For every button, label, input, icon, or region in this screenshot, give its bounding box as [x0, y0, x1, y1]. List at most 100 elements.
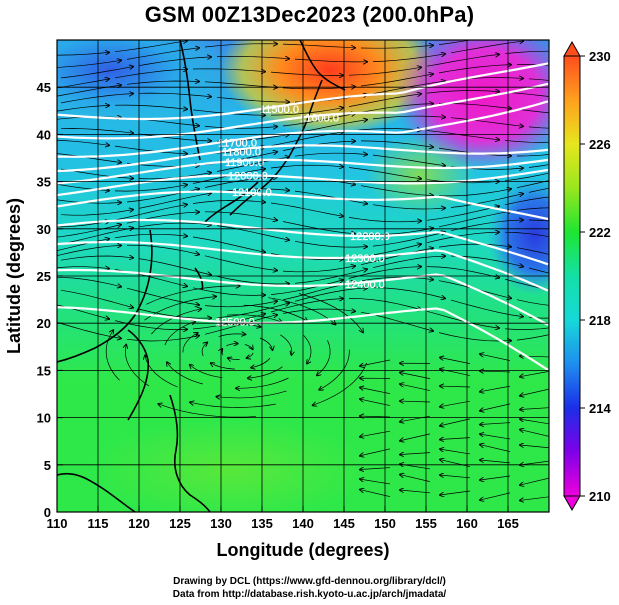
colorbar-lower-arrow [563, 495, 581, 512]
streamline-swirl [201, 343, 207, 356]
streamline [270, 165, 343, 168]
contour-label: 12500.0 [215, 316, 255, 328]
x-axis: 110 115 120 125 130 135 140 145 150 155 160 165 [47, 506, 519, 531]
streamline-easterly [480, 445, 511, 452]
streamline [426, 180, 499, 183]
y-axis-label: Latitude (degrees) [4, 198, 24, 354]
streamline [516, 334, 549, 341]
streamline [360, 277, 433, 281]
height-contour [57, 168, 549, 197]
streamline [426, 206, 499, 221]
streamline-easterly [440, 358, 471, 364]
streamline [528, 126, 549, 129]
streamline-swirl [151, 309, 201, 335]
streamline [270, 132, 343, 147]
streamline [360, 140, 433, 147]
streamline [505, 14, 577, 25]
y-tick-label: 40 [37, 127, 51, 142]
height-contour [57, 218, 549, 266]
streamline [138, 258, 211, 275]
plot-title: GSM 00Z13Dec2023 (200.0hPa) [144, 2, 475, 27]
streamline [517, 64, 549, 66]
streamline [57, 245, 121, 257]
streamline [270, 202, 343, 216]
streamline-easterly [480, 354, 511, 361]
streamline [138, 92, 211, 97]
streamline-swirl [317, 340, 331, 375]
streamline [114, 234, 187, 238]
x-tick-label: 160 [456, 516, 478, 531]
streamline-swirl [303, 335, 312, 363]
y-tick-label: 35 [37, 175, 51, 190]
streamline-easterly [520, 445, 549, 449]
streamline [270, 108, 343, 116]
streamline-swirl [319, 349, 350, 390]
streamline-swirl [190, 402, 276, 408]
streamline-easterly [520, 419, 549, 425]
streamline [450, 299, 523, 317]
streamline-easterly [440, 386, 471, 387]
x-tick-label: 165 [497, 516, 519, 531]
streamline-easterly [520, 408, 549, 410]
streamline [114, 205, 187, 221]
streamline-easterly [480, 460, 511, 464]
streamline [204, 44, 277, 48]
streamline-easterly [400, 490, 431, 494]
streamline [294, 190, 367, 204]
streamline [192, 236, 265, 252]
streamline-easterly [520, 460, 549, 465]
streamline-easterly [440, 460, 471, 467]
streamline [426, 232, 499, 244]
streamline [426, 130, 499, 140]
streamline [516, 207, 549, 211]
streamline-swirl [244, 344, 253, 350]
streamline [504, 172, 549, 182]
y-tick-label: 15 [37, 363, 51, 378]
credit-line-drawing: Drawing by DCL (https://www.gfd-dennou.o… [173, 576, 446, 587]
streamline-swirl [259, 337, 273, 350]
streamline [204, 255, 277, 271]
contour-label: 12100.0 [232, 187, 272, 199]
streamline [204, 211, 277, 220]
streamline [516, 154, 549, 157]
streamline [528, 267, 549, 274]
credit-line-data: Data from http://database.rish.kyoto-u.a… [172, 589, 447, 600]
streamline [60, 256, 133, 261]
coastline-china [57, 229, 153, 363]
streamline [450, 41, 523, 54]
streamline [57, 276, 121, 286]
streamline [60, 210, 133, 216]
coastline-vietnam [127, 329, 150, 421]
streamline-swirl [218, 334, 246, 337]
streamline-easterly [440, 438, 471, 440]
colorbar-tick-label: 214 [589, 401, 611, 416]
streamline-swirl [227, 314, 282, 322]
streamline-swirl [144, 297, 217, 321]
streamline [57, 60, 121, 68]
streamline-easterly [400, 475, 431, 482]
streamline [426, 91, 499, 94]
streamline [138, 223, 211, 227]
height-contour [57, 100, 549, 158]
streamline [294, 240, 367, 247]
streamline-easterly [400, 453, 431, 455]
streamline [271, 31, 343, 33]
streamline [282, 266, 355, 273]
streamline [270, 71, 343, 75]
streamline [516, 299, 549, 306]
streamline [216, 303, 289, 319]
streamline [282, 309, 355, 314]
streamline [528, 78, 549, 81]
streamline [294, 288, 367, 302]
streamline [138, 193, 211, 209]
streamline-easterly [400, 401, 431, 402]
height-contour [57, 144, 549, 173]
y-tick-label: 20 [37, 316, 51, 331]
streamline [528, 164, 549, 168]
field-patch-yellowgreen [365, 135, 475, 215]
streamline-swirl [105, 330, 120, 381]
colorbar: 210 214 218 222 226 230 [563, 40, 611, 512]
streamline [114, 145, 187, 154]
streamline-easterly [400, 384, 431, 391]
